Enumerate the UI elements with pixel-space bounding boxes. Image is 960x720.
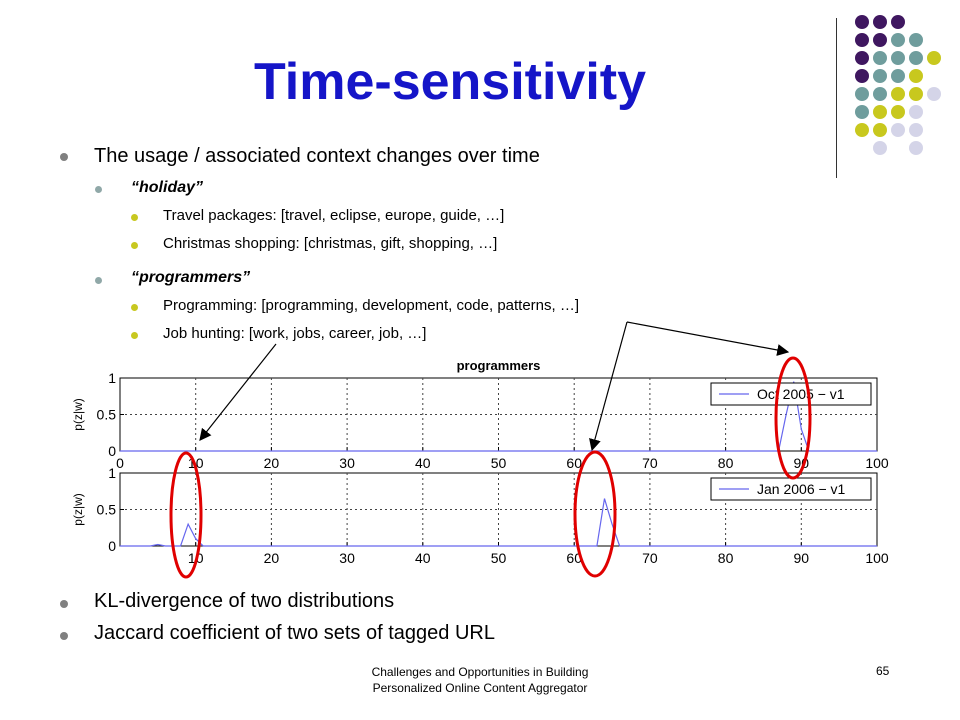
decorative-dot bbox=[909, 33, 923, 47]
x-tick-label: 30 bbox=[339, 550, 355, 566]
bullet-jaccard: Jaccard coefficient of two sets of tagge… bbox=[94, 622, 495, 644]
x-tick-label: 90 bbox=[794, 455, 810, 471]
x-tick-label: 70 bbox=[642, 455, 658, 471]
x-tick-label: 80 bbox=[718, 455, 734, 471]
x-tick-label: 0 bbox=[116, 455, 124, 471]
x-tick-label: 90 bbox=[794, 550, 810, 566]
x-tick-label: 100 bbox=[865, 455, 889, 471]
y-tick-label: 0 bbox=[108, 538, 116, 554]
x-tick-label: 10 bbox=[188, 550, 204, 566]
decorative-dot bbox=[909, 123, 923, 137]
decorative-dot bbox=[873, 141, 887, 155]
x-tick-label: 60 bbox=[566, 455, 582, 471]
slide-footer: Challenges and Opportunities in Building… bbox=[300, 664, 660, 696]
x-tick-label: 80 bbox=[718, 550, 734, 566]
y-axis-label: p(z|w) bbox=[71, 493, 85, 525]
decorative-dot bbox=[927, 51, 941, 65]
chart-title: programmers bbox=[457, 358, 541, 373]
decorative-dot bbox=[927, 87, 941, 101]
x-tick-label: 30 bbox=[339, 455, 355, 471]
page-number: 65 bbox=[876, 664, 890, 678]
decorative-dot bbox=[891, 69, 905, 83]
decorative-dot bbox=[909, 51, 923, 65]
x-tick-label: 70 bbox=[642, 550, 658, 566]
y-tick-label: 1 bbox=[108, 465, 116, 481]
bullet-kl-divergence: KL-divergence of two distributions bbox=[94, 590, 395, 612]
decorative-dot bbox=[909, 69, 923, 83]
decorative-dot bbox=[909, 141, 923, 155]
decorative-dot bbox=[855, 51, 869, 65]
decorative-dot bbox=[873, 51, 887, 65]
time-series-chart: 0 10 20 30 40 50 60 70 80 90 10000.51p(z|w)program… bbox=[71, 358, 889, 566]
bullet-marker bbox=[131, 332, 138, 339]
decorative-dot-grid bbox=[855, 15, 941, 155]
bullet-marker bbox=[60, 632, 68, 640]
decorative-dot bbox=[891, 105, 905, 119]
decorative-dot bbox=[909, 87, 923, 101]
decorative-dot bbox=[855, 105, 869, 119]
y-tick-label: 0.5 bbox=[97, 407, 117, 423]
bullet-travel-packages: Travel packages: [travel, eclipse, europ… bbox=[163, 207, 505, 224]
bullet-marker bbox=[131, 214, 138, 221]
x-tick-label: 20 bbox=[264, 455, 280, 471]
decorative-dot bbox=[891, 51, 905, 65]
decorative-dot bbox=[855, 87, 869, 101]
decorative-dot bbox=[873, 33, 887, 47]
x-tick-label: 50 bbox=[491, 455, 507, 471]
bullet-marker bbox=[95, 186, 102, 193]
decorative-dot bbox=[855, 33, 869, 47]
decorative-dot bbox=[873, 69, 887, 83]
decorative-dot bbox=[909, 105, 923, 119]
x-tick-label: 40 bbox=[415, 550, 431, 566]
slide-title: Time-sensitivity bbox=[253, 53, 647, 111]
decorative-dot bbox=[891, 87, 905, 101]
decorative-dot bbox=[873, 87, 887, 101]
bullet-job-hunting: Job hunting: [work, jobs, career, job, …… bbox=[163, 325, 427, 342]
bullet-marker bbox=[131, 242, 138, 249]
decorative-dot bbox=[891, 15, 905, 29]
decorative-dot bbox=[873, 123, 887, 137]
x-tick-label: 100 bbox=[865, 550, 889, 566]
decorative-divider bbox=[836, 18, 837, 178]
decorative-dot bbox=[873, 15, 887, 29]
footer-line: Personalized Online Content Aggregator bbox=[372, 681, 588, 695]
y-tick-label: 0 bbox=[108, 443, 116, 459]
bullet-marker bbox=[60, 153, 68, 161]
x-tick-label: 40 bbox=[415, 455, 431, 471]
bullet-holiday: “holiday” bbox=[131, 179, 204, 196]
legend-label: Oct 2005 − v1 bbox=[757, 386, 845, 402]
x-tick-label: 50 bbox=[491, 550, 507, 566]
bullet-marker bbox=[131, 304, 138, 311]
decorative-dot bbox=[873, 105, 887, 119]
bullet-marker bbox=[95, 277, 102, 284]
y-axis-label: p(z|w) bbox=[71, 398, 85, 430]
bullet-usage-changes: The usage / associated context changes o… bbox=[94, 145, 540, 167]
footer-line: Challenges and Opportunities in Building bbox=[371, 665, 589, 679]
y-tick-label: 0.5 bbox=[97, 502, 117, 518]
x-tick-label: 10 bbox=[188, 455, 204, 471]
bullet-programming: Programming: [programming, development, … bbox=[163, 297, 580, 314]
decorative-dot bbox=[891, 123, 905, 137]
decorative-dot bbox=[855, 15, 869, 29]
bullet-programmers: “programmers” bbox=[131, 269, 251, 286]
bullet-marker bbox=[60, 600, 68, 608]
y-tick-label: 1 bbox=[108, 370, 116, 386]
x-tick-label: 60 bbox=[566, 550, 582, 566]
bullet-christmas-shopping: Christmas shopping: [christmas, gift, sh… bbox=[163, 235, 498, 252]
x-tick-label: 20 bbox=[264, 550, 280, 566]
annotation-arrow bbox=[626, 321, 790, 356]
decorative-dot bbox=[891, 33, 905, 47]
decorative-dot bbox=[855, 69, 869, 83]
decorative-dot bbox=[855, 123, 869, 137]
legend-label: Jan 2006 − v1 bbox=[757, 481, 846, 497]
